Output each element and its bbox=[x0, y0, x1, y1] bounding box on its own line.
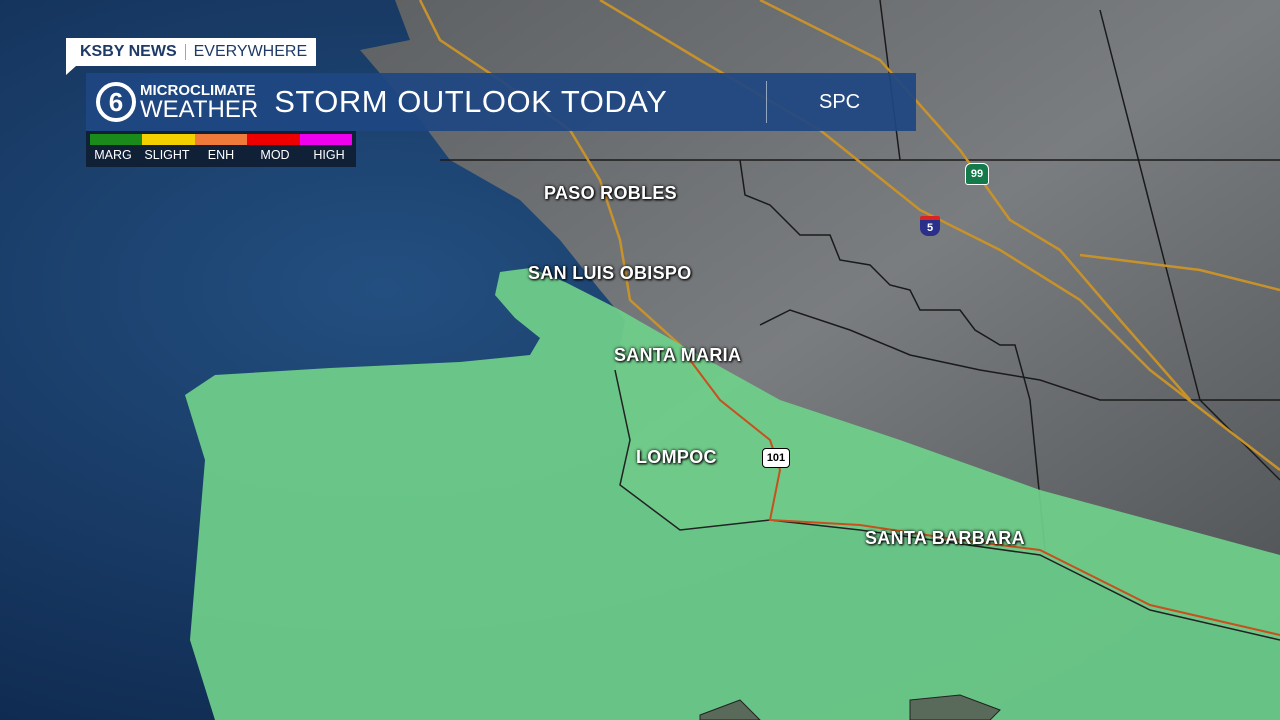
station-brand: KSBY NEWS EVERYWHERE bbox=[66, 38, 316, 66]
microclimate-weather-logo: 6 MICROCLIMATE WEATHER bbox=[96, 82, 258, 122]
legend-swatch-enh bbox=[194, 134, 248, 145]
county-lines bbox=[440, 0, 1280, 551]
source-label: SPC bbox=[819, 91, 861, 113]
logo-line1: MICROCLIMATE bbox=[140, 81, 256, 99]
highway-99-shield: 99 bbox=[965, 163, 989, 185]
marginal-risk-area bbox=[185, 268, 1280, 720]
legend-swatch-high bbox=[299, 134, 353, 145]
legend-label: MARG bbox=[94, 148, 132, 162]
station-name: KSBY NEWS bbox=[80, 43, 177, 60]
us-101-shield: 101 bbox=[762, 448, 790, 468]
highways-south bbox=[689, 359, 1280, 636]
legend-swatch-slight bbox=[142, 134, 195, 145]
city-label: SAN LUIS OBISPO bbox=[528, 263, 692, 283]
title-bar: 6 MICROCLIMATE WEATHER STORM OUTLOOK TOD… bbox=[86, 73, 916, 131]
station-tagline: EVERYWHERE bbox=[193, 43, 308, 60]
risk-legend: MARG SLIGHT ENH MOD HIGH bbox=[86, 131, 356, 167]
city-label: SANTA BARBARA bbox=[865, 528, 1025, 548]
legend-label: SLIGHT bbox=[144, 148, 190, 162]
brand-tail bbox=[66, 66, 76, 75]
legend-label: ENH bbox=[207, 148, 235, 162]
legend-swatch-marg bbox=[90, 134, 143, 145]
city-label: PASO ROBLES bbox=[544, 183, 677, 203]
brand-divider bbox=[184, 44, 186, 60]
title-divider bbox=[766, 81, 767, 123]
highways bbox=[418, 0, 1280, 471]
legend-swatch-mod bbox=[247, 134, 300, 145]
page-title: STORM OUTLOOK TODAY bbox=[274, 84, 668, 119]
legend-label: HIGH bbox=[313, 148, 345, 162]
logo-six-icon: 6 bbox=[96, 82, 136, 122]
channel-islands bbox=[699, 694, 1001, 720]
legend-label: MOD bbox=[260, 148, 290, 162]
city-label: SANTA MARIA bbox=[614, 345, 742, 365]
logo-line2: WEATHER bbox=[140, 95, 259, 123]
city-label: LOMPOC bbox=[636, 447, 717, 467]
interstate-5-shield: 5 bbox=[920, 216, 940, 236]
